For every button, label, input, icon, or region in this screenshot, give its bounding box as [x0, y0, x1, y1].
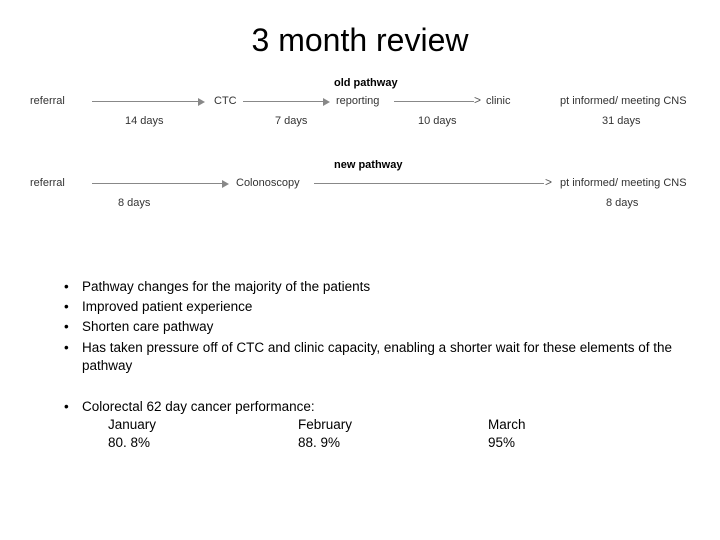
old-dtotal-label: 31 days: [602, 115, 641, 127]
old-clinic-label: clinic: [486, 95, 510, 107]
arrow-head-icon: >: [474, 93, 481, 107]
arrow-head-icon: >: [545, 175, 552, 189]
new-referral-label: referral: [30, 177, 65, 189]
new-pathway-heading: new pathway: [334, 159, 402, 171]
old-pathway-heading: old pathway: [334, 77, 398, 89]
arrow-line: [92, 101, 198, 102]
old-ctc-label: CTC: [214, 95, 237, 107]
perf-col: January 80. 8%: [108, 416, 298, 452]
perf-month: February: [298, 416, 488, 434]
arrow-line: [314, 183, 544, 184]
list-item: Shorten care pathway: [62, 318, 680, 336]
perf-col: February 88. 9%: [298, 416, 488, 452]
arrow-line: [92, 183, 222, 184]
arrow-head-icon: [222, 180, 229, 188]
old-d2-label: 7 days: [275, 115, 307, 127]
arrow-line: [394, 101, 474, 102]
new-dtotal-label: 8 days: [606, 197, 638, 209]
list-item: Pathway changes for the majority of the …: [62, 278, 680, 296]
performance-block: Colorectal 62 day cancer performance: Ja…: [62, 398, 680, 453]
perf-value: 80. 8%: [108, 434, 298, 452]
new-d1-label: 8 days: [118, 197, 150, 209]
perf-value: 95%: [488, 434, 678, 452]
perf-col: March 95%: [488, 416, 678, 452]
slide-title: 3 month review: [0, 0, 720, 59]
perf-month: March: [488, 416, 678, 434]
bullet-list: Pathway changes for the majority of the …: [62, 278, 680, 377]
perf-month: January: [108, 416, 298, 434]
old-d3-label: 10 days: [418, 115, 457, 127]
arrow-head-icon: [198, 98, 205, 106]
list-item: Has taken pressure off of CTC and clinic…: [62, 339, 680, 375]
old-referral-label: referral: [30, 95, 65, 107]
list-item: Improved patient experience: [62, 298, 680, 316]
new-colonoscopy-label: Colonoscopy: [236, 177, 300, 189]
arrow-line: [243, 101, 323, 102]
old-d1-label: 14 days: [125, 115, 164, 127]
performance-heading: Colorectal 62 day cancer performance:: [62, 398, 680, 416]
old-reporting-label: reporting: [336, 95, 379, 107]
pathway-diagram: old pathway referral CTC reporting > cli…: [0, 77, 720, 267]
new-outcome-label: pt informed/ meeting CNS: [560, 177, 687, 189]
old-outcome-label: pt informed/ meeting CNS: [560, 95, 687, 107]
arrow-head-icon: [323, 98, 330, 106]
perf-value: 88. 9%: [298, 434, 488, 452]
